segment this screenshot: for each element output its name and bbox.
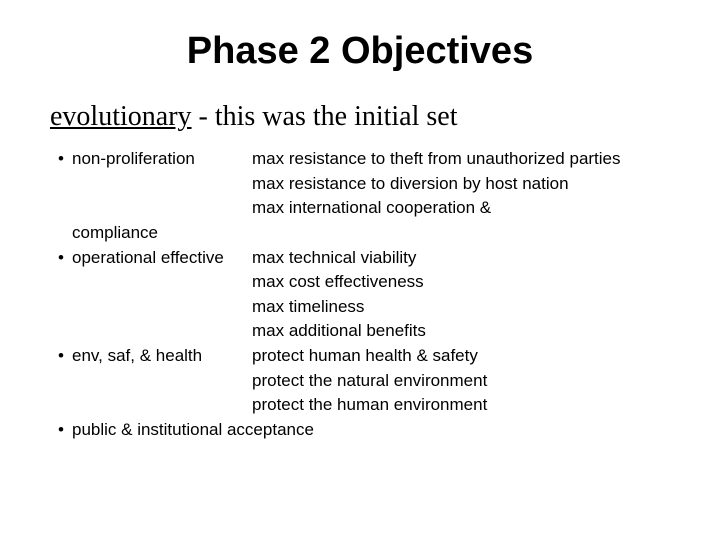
bullet-2-line4: max additional benefits — [50, 319, 670, 344]
bullet-marker: • — [50, 344, 72, 369]
bullet-3-right-3: protect the human environment — [252, 393, 670, 418]
bullet-3-line3: protect the human environment — [50, 393, 670, 418]
bullet-2-right-1: max technical viability — [252, 246, 670, 271]
bullet-1-line2: max resistance to diversion by host nati… — [50, 172, 670, 197]
bullet-1-cont: compliance — [50, 221, 670, 246]
bullet-2-line2: max cost effectiveness — [50, 270, 670, 295]
bullet-1: • non-proliferation max resistance to th… — [50, 147, 670, 172]
bullet-3-right-2: protect the natural environment — [252, 369, 670, 394]
bullet-2-label: operational effective — [72, 246, 252, 271]
bullet-2-right-4: max additional benefits — [252, 319, 670, 344]
bullet-1-right-3: max international cooperation & — [252, 196, 670, 221]
bullet-marker: • — [50, 147, 72, 172]
slide-body: • non-proliferation max resistance to th… — [50, 147, 670, 443]
bullet-1-label: non-proliferation — [72, 147, 252, 172]
bullet-3-label: env, saf, & health — [72, 344, 252, 369]
bullet-1-cont-label: compliance — [72, 221, 252, 246]
bullet-4-label: public & institutional acceptance — [72, 418, 314, 443]
bullet-1-line3: max international cooperation & — [50, 196, 670, 221]
bullet-4: • public & institutional acceptance — [50, 418, 670, 443]
subtitle-underlined: evolutionary — [50, 101, 192, 132]
bullet-3-right-1: protect human health & safety — [252, 344, 670, 369]
bullet-marker: • — [50, 418, 72, 443]
bullet-2-right-2: max cost effectiveness — [252, 270, 670, 295]
bullet-1-right-1: max resistance to theft from unauthorize… — [252, 147, 670, 172]
subtitle-rest: - this was the initial set — [192, 101, 458, 132]
bullet-2-line3: max timeliness — [50, 295, 670, 320]
bullet-2-right-3: max timeliness — [252, 295, 670, 320]
slide-subtitle: evolutionary - this was the initial set — [50, 101, 670, 133]
bullet-1-right-2: max resistance to diversion by host nati… — [252, 172, 670, 197]
bullet-3: • env, saf, & health protect human healt… — [50, 344, 670, 369]
slide-title: Phase 2 Objectives — [50, 30, 670, 73]
bullet-marker: • — [50, 246, 72, 271]
bullet-3-line2: protect the natural environment — [50, 369, 670, 394]
bullet-2: • operational effective max technical vi… — [50, 246, 670, 271]
